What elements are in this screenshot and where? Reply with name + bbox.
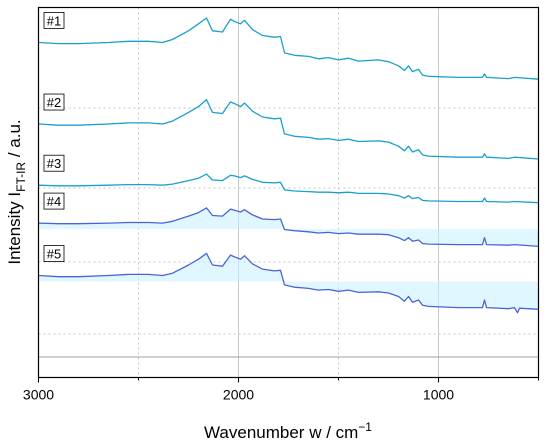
sample-label: #1 <box>47 13 61 28</box>
sample-label-box <box>43 154 65 172</box>
y-axis-label-subscript: FT-IR <box>14 162 28 192</box>
x-tick-label: 1000 <box>423 387 454 403</box>
series-1 <box>38 17 539 80</box>
series-line <box>38 98 539 160</box>
sample-label-box <box>43 93 65 111</box>
series-5 <box>38 252 539 314</box>
series-4 <box>38 207 539 248</box>
x-ticks: 3000 2000 1000 <box>23 377 539 403</box>
series-line <box>38 207 539 248</box>
x-axis-label-main: Wavenumber w / cm <box>204 423 358 442</box>
sample-label-box <box>43 192 65 210</box>
y-axis-label-suffix: / a.u. <box>5 119 24 162</box>
plot-frame <box>37 6 540 379</box>
x-axis-label-superscript: −1 <box>358 420 372 434</box>
x-tick-label: 3000 <box>23 387 54 403</box>
series-3 <box>38 173 539 204</box>
x-axis-label: Wavenumber w / cm−1 <box>204 420 372 442</box>
x-tick-label: 2000 <box>223 387 254 403</box>
series-fill <box>38 253 539 313</box>
sample-label: #2 <box>47 95 61 110</box>
series-layer <box>38 17 539 314</box>
series-line <box>38 252 539 314</box>
y-axis-label: Intensity IFT-IR / a.u. <box>5 119 28 264</box>
sample-label: #3 <box>47 156 61 171</box>
sample-label: #4 <box>47 194 61 209</box>
series-line <box>38 17 539 80</box>
y-axis-label-main: Intensity I <box>5 192 24 265</box>
series-fill <box>38 207 539 247</box>
sample-label-box <box>43 12 65 29</box>
series-line <box>38 173 539 204</box>
series-2 <box>38 98 539 160</box>
sample-label-box <box>43 245 65 262</box>
sample-labels: #1 #2 #3 #4 #5 <box>43 12 65 262</box>
sample-label: #5 <box>47 247 61 262</box>
